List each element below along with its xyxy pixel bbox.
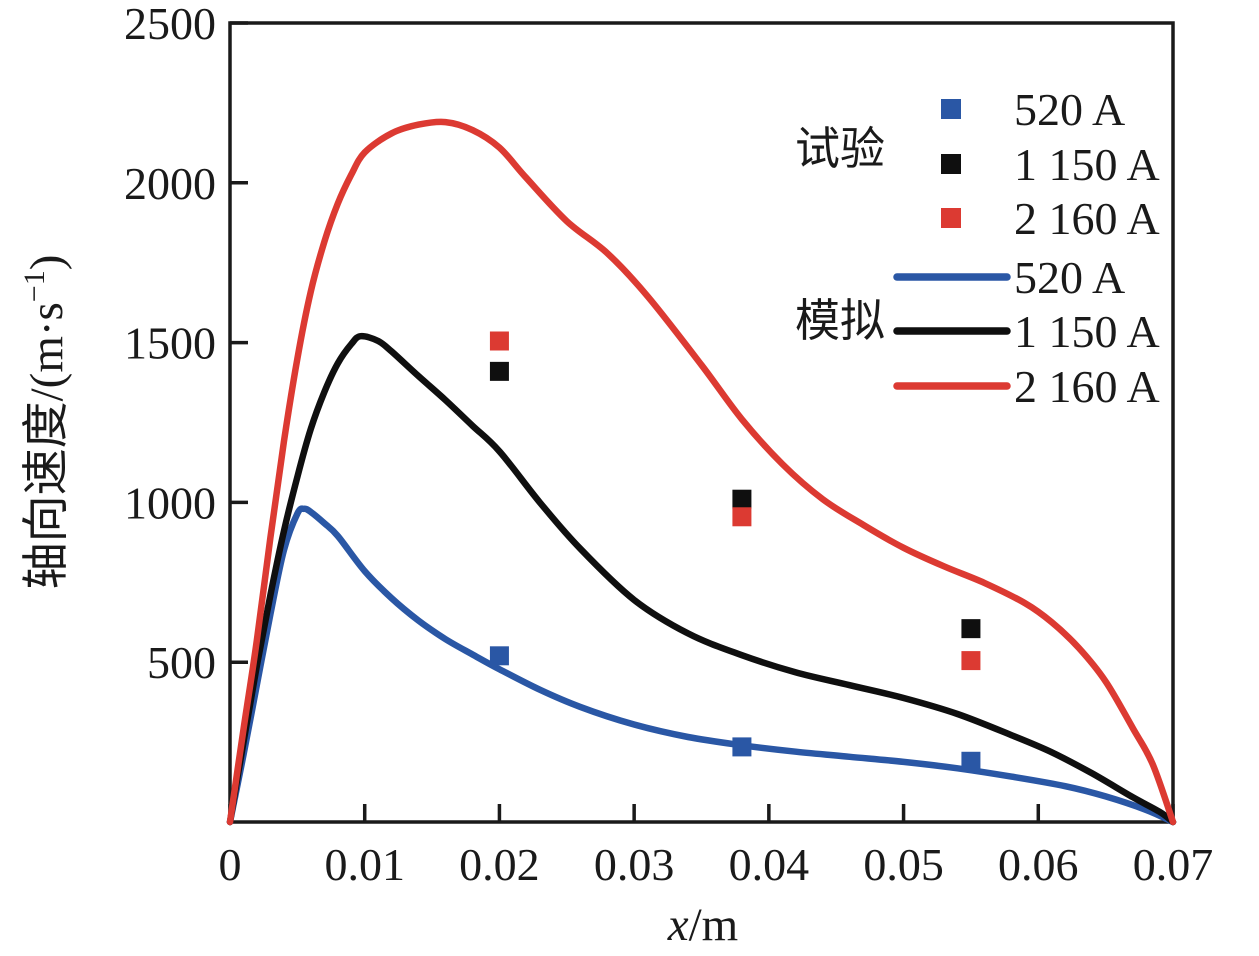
- y-axis-tick-label: 500: [147, 637, 216, 688]
- y-axis-tick-label: 2000: [124, 158, 216, 209]
- y-axis-tick-label: 1000: [124, 477, 216, 528]
- experiment-marker-520A: [732, 737, 752, 757]
- legend-label-experiment-1150A: 1 150 A: [1014, 139, 1160, 190]
- legend-label-simulation-520A: 520 A: [1014, 252, 1125, 303]
- legend-label-simulation-2160A: 2 160 A: [1014, 361, 1160, 412]
- experiment-marker-520A: [961, 751, 981, 771]
- x-axis-tick-label: 0.03: [594, 839, 675, 890]
- legend-group-experiment: 试验: [795, 124, 885, 174]
- experiment-marker-1150A: [961, 619, 981, 639]
- legend-marker-experiment-2160A: [941, 208, 961, 228]
- x-axis-tick-label: 0.01: [324, 839, 405, 890]
- experiment-marker-2160A: [489, 331, 509, 351]
- legend-label-experiment-520A: 520 A: [1014, 84, 1125, 135]
- simulation-curve-2160A: [226, 118, 1177, 826]
- x-axis-tick-label: 0.05: [863, 839, 944, 890]
- x-axis-tick-label: 0.07: [1133, 839, 1214, 890]
- legend-group-simulation: 模拟: [795, 296, 885, 346]
- x-axis-tick-label: 0.06: [998, 839, 1079, 890]
- experiment-marker-1150A: [489, 361, 509, 381]
- legend-label-simulation-1150A: 1 150 A: [1014, 306, 1160, 357]
- legend-marker-experiment-1150A: [941, 154, 961, 174]
- x-axis-tick-label: 0: [219, 839, 242, 890]
- legend-marker-experiment-520A: [941, 99, 961, 119]
- experiment-marker-2160A: [732, 507, 752, 527]
- simulation-curve-520A: [226, 505, 1177, 826]
- y-axis-tick-label: 1500: [124, 318, 216, 369]
- simulation-curve-1150A: [226, 332, 1177, 826]
- x-axis-tick-label: 0.04: [729, 839, 810, 890]
- plot-border: [228, 21, 1175, 824]
- y-axis-tick-label: 2500: [124, 0, 216, 49]
- experiment-marker-1150A: [732, 489, 752, 509]
- x-axis-tick-label: 0.02: [459, 839, 540, 890]
- x-axis-title: x/m: [667, 899, 739, 951]
- y-axis-title: 轴向速度/(m·s−1): [18, 255, 73, 590]
- experiment-marker-520A: [489, 646, 509, 666]
- experiment-marker-2160A: [961, 651, 981, 671]
- legend-label-experiment-2160A: 2 160 A: [1014, 193, 1160, 244]
